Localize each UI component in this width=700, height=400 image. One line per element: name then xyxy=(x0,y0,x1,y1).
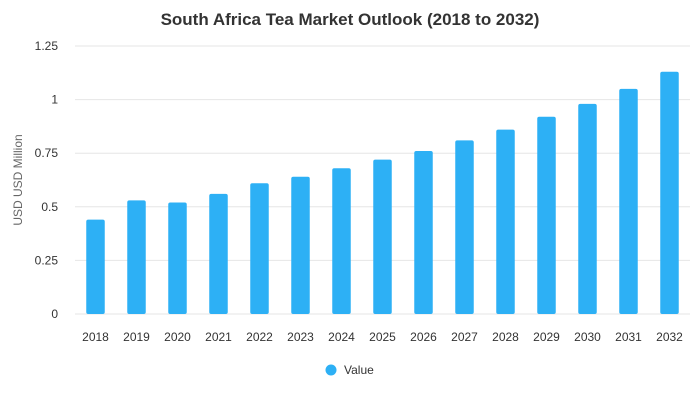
x-tick-label: 2023 xyxy=(287,330,314,344)
bar-2028[interactable] xyxy=(496,129,515,314)
x-tick-label: 2031 xyxy=(615,330,642,344)
x-tick-label: 2030 xyxy=(574,330,601,344)
x-tick-label: 2020 xyxy=(164,330,191,344)
bar-2025[interactable] xyxy=(373,159,392,314)
bar-2023[interactable] xyxy=(291,176,310,314)
x-tick-label: 2028 xyxy=(492,330,519,344)
x-tick-label: 2032 xyxy=(656,330,683,344)
y-tick-label: 0.25 xyxy=(35,253,59,267)
x-tick-label: 2025 xyxy=(369,330,396,344)
y-tick-label: 1 xyxy=(51,93,58,107)
x-tick-label: 2026 xyxy=(410,330,437,344)
bar-2019[interactable] xyxy=(127,200,146,314)
legend-marker-value xyxy=(325,364,337,376)
bar-2027[interactable] xyxy=(455,140,474,314)
x-tick-label: 2024 xyxy=(328,330,355,344)
y-axis-label: USD USD Million xyxy=(11,134,25,225)
x-tick-label: 2027 xyxy=(451,330,478,344)
x-tick-label: 2021 xyxy=(205,330,232,344)
bar-2030[interactable] xyxy=(578,103,597,314)
bar-2031[interactable] xyxy=(619,88,638,314)
y-tick-label: 0.75 xyxy=(35,146,59,160)
bar-2029[interactable] xyxy=(537,116,556,314)
x-tick-label: 2018 xyxy=(82,330,109,344)
y-axis-ticks: 0 0.25 0.5 0.75 1 1.25 xyxy=(35,39,59,321)
bar-2018[interactable] xyxy=(86,219,105,314)
legend[interactable]: Value xyxy=(325,363,375,377)
x-tick-label: 2019 xyxy=(123,330,150,344)
x-axis-ticks: 2018 2019 2020 2021 2022 2023 2024 2025 2026 2027… xyxy=(82,330,683,344)
legend-label-value: Value xyxy=(344,363,374,377)
x-tick-label: 2029 xyxy=(533,330,560,344)
bar-2022[interactable] xyxy=(250,183,269,314)
y-tick-label: 0 xyxy=(51,307,58,321)
bar-2020[interactable] xyxy=(168,202,187,314)
bar-2024[interactable] xyxy=(332,168,351,314)
bars xyxy=(86,71,679,314)
y-tick-label: 0.5 xyxy=(41,200,58,214)
bar-2021[interactable] xyxy=(209,193,228,314)
chart-title: South Africa Tea Market Outlook (2018 to… xyxy=(161,10,540,29)
y-tick-label: 1.25 xyxy=(35,39,59,53)
x-tick-label: 2022 xyxy=(246,330,273,344)
bar-2032[interactable] xyxy=(660,71,679,314)
bar-2026[interactable] xyxy=(414,151,433,314)
